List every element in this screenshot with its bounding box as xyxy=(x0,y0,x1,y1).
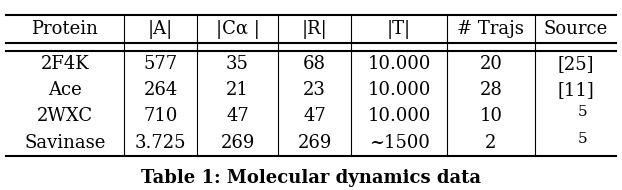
Text: 21: 21 xyxy=(226,81,249,99)
Text: 68: 68 xyxy=(303,55,326,73)
Text: 10.000: 10.000 xyxy=(368,107,431,125)
Text: Source: Source xyxy=(543,20,608,38)
Text: 10.000: 10.000 xyxy=(368,81,431,99)
Text: 5: 5 xyxy=(578,132,588,146)
Text: 2WXC: 2WXC xyxy=(37,107,93,125)
Text: 23: 23 xyxy=(304,81,326,99)
Text: 2: 2 xyxy=(485,134,496,151)
Text: Ace: Ace xyxy=(48,81,82,99)
Text: [11]: [11] xyxy=(557,81,594,99)
Text: 10: 10 xyxy=(480,107,503,125)
Text: 577: 577 xyxy=(144,55,177,73)
Text: ~1500: ~1500 xyxy=(369,134,430,151)
Text: 264: 264 xyxy=(143,81,177,99)
Text: [25]: [25] xyxy=(557,55,593,73)
Text: Savinase: Savinase xyxy=(24,134,106,151)
Text: 269: 269 xyxy=(220,134,255,151)
Text: |T|: |T| xyxy=(387,20,411,39)
Text: 2F4K: 2F4K xyxy=(40,55,90,73)
Text: 269: 269 xyxy=(297,134,332,151)
Text: 5: 5 xyxy=(578,105,588,119)
Text: 47: 47 xyxy=(304,107,326,125)
Text: 20: 20 xyxy=(480,55,503,73)
Text: |R|: |R| xyxy=(302,20,328,39)
Text: 35: 35 xyxy=(226,55,249,73)
Text: |A|: |A| xyxy=(148,20,173,39)
Text: |Cα |: |Cα | xyxy=(216,20,259,39)
Text: # Trajs: # Trajs xyxy=(458,20,524,38)
Text: Protein: Protein xyxy=(32,20,98,38)
Text: 10.000: 10.000 xyxy=(368,55,431,73)
Text: 710: 710 xyxy=(143,107,178,125)
Text: 47: 47 xyxy=(226,107,249,125)
Text: Table 1: Molecular dynamics data: Table 1: Molecular dynamics data xyxy=(141,169,481,187)
Text: 28: 28 xyxy=(480,81,503,99)
Text: 3.725: 3.725 xyxy=(135,134,186,151)
